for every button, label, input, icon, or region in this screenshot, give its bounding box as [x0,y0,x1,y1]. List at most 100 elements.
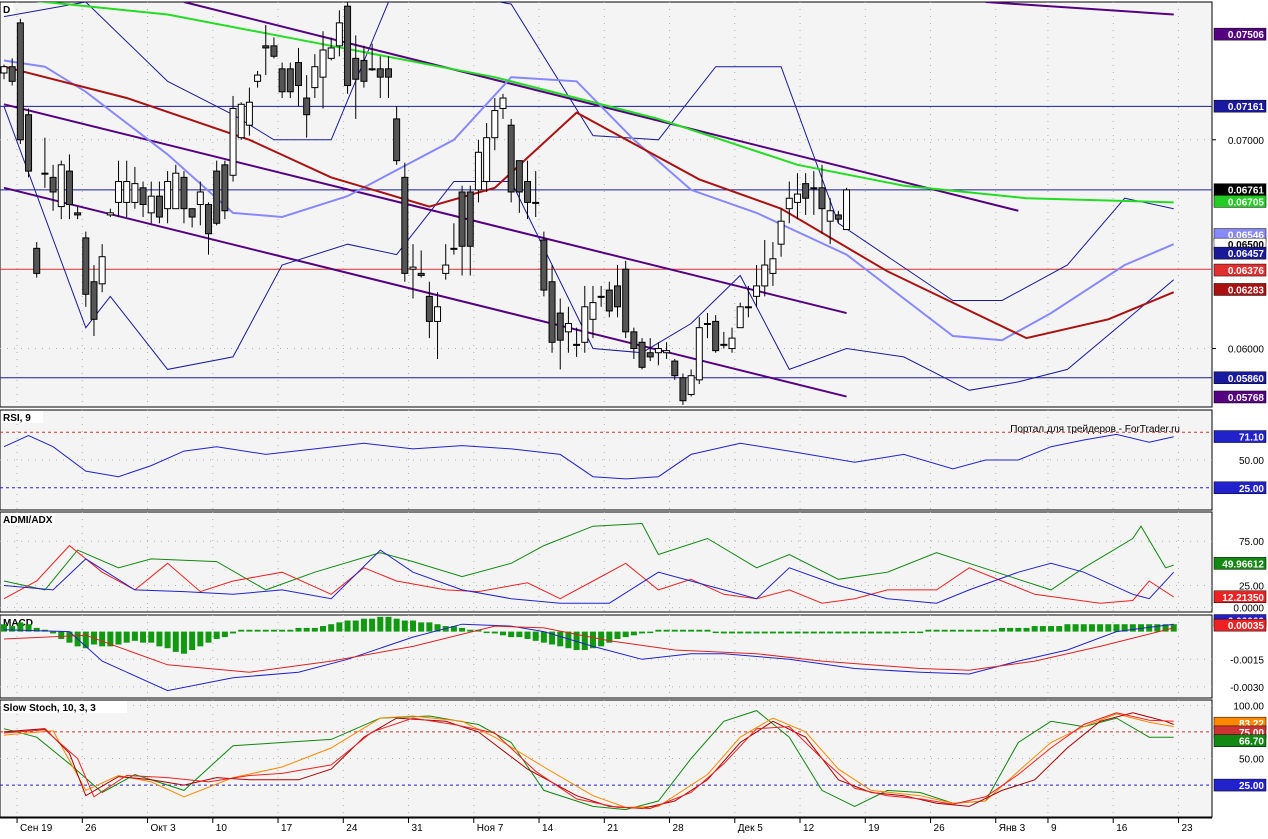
candle-body [164,181,172,210]
macd-histogram-bar [311,627,318,632]
macd-histogram-bar [1105,624,1112,632]
x-tick-label: Окт 3 [151,823,177,834]
macd-histogram-bar [843,631,850,634]
x-tick-label: 31 [412,823,424,834]
macd-histogram-bar [819,631,825,634]
x-tick-label: 26 [85,823,97,834]
candle-body [335,22,343,47]
macd-histogram-bar [230,631,237,634]
macd-histogram-bar [745,631,752,634]
price-badge-bg [1213,99,1267,113]
candle-body [221,164,229,212]
x-tick-label: Сен 19 [20,823,53,834]
candle-body [630,331,638,350]
macd-histogram-bar [295,627,302,632]
macd-histogram-bar [1170,624,1177,632]
macd-badge-bg [1213,618,1267,632]
pane-title-bg [1,701,127,713]
candle-body [679,377,687,402]
macd-histogram-bar [671,629,678,632]
candle-body [311,66,319,89]
candle-body [123,181,131,203]
stoch-badge: 75.00 [1239,728,1264,739]
candle-body [597,295,605,298]
candle-body [25,114,33,172]
macd-histogram-bar [25,624,32,632]
candle-body [638,341,646,368]
x-tick-label: Ноя 7 [477,823,504,834]
price-badge-bg [1213,195,1267,208]
macd-histogram-bar [459,627,466,632]
pane-title: ADMI/ADX [3,515,53,526]
adx-pane-content: 75.00 25.00 0.0000 49.96612 12.21350 [3,522,1267,615]
macd-histogram-bar [655,629,662,632]
candle-body [376,68,384,78]
macd-histogram-bar [1162,624,1169,632]
candle-body [491,110,499,139]
candle-body [564,322,572,333]
y-tick-label: 0.0000 [1233,604,1264,615]
price-badge-bg [1213,246,1267,260]
candle-body [41,172,49,175]
candle-body [671,360,679,377]
candle-body [695,327,703,381]
y-tick-label: 25.00 [1239,581,1264,592]
x-tick-label: 26 [934,823,946,834]
macd-histogram-bar [663,629,670,632]
macd-histogram-bar [786,631,793,634]
macd-histogram-bar [270,629,277,632]
macd-pane-group: MACD [0,614,1213,699]
candle-body [384,68,392,78]
stoch-badge: 25.00 [1239,781,1264,792]
price-badge: 0.06761 [1228,186,1265,197]
candle-body [254,74,262,82]
macd-histogram-bar [908,631,915,634]
macd-histogram-bar [131,631,138,641]
macd-histogram-bar [418,622,425,632]
macd-histogram-bar [581,631,588,651]
macd-histogram-bar [1088,624,1095,632]
macd-histogram-bar [827,631,834,634]
macd-histogram-bar [876,631,883,634]
macd-histogram-bar [50,631,57,634]
macd-histogram-bar [156,631,163,647]
candle-body [90,281,98,320]
main-pane-content: 0.07000 0.06000 0.07506 0.07161 0.067610.067… [0,2,1267,405]
macd-histogram-bar [58,631,65,639]
candle-body [98,256,106,285]
macd-histogram-bar [688,629,695,632]
macd-histogram-bar [565,631,572,649]
macd-histogram-bar [704,629,711,632]
macd-histogram-bar [328,624,335,632]
candle-body [581,306,589,343]
macd-histogram-bar [9,626,16,632]
macd-histogram-bar [868,631,875,634]
price-badge: 0.06546 [1228,231,1265,242]
price-badge-bg [1213,27,1267,41]
macd-histogram-bar [712,631,719,634]
macd-histogram-bar [925,629,932,632]
x-tick-label: 10 [216,823,228,834]
candle-body [614,285,621,308]
macd-histogram-bar [1023,627,1030,632]
candle-body [74,212,82,216]
candle-body [548,281,556,343]
price-badge: 0.05768 [1228,393,1265,404]
rsi-line [3,433,1174,480]
candle-body [131,183,139,203]
candle-body [728,337,736,350]
candle-body [196,191,204,206]
macd-histogram-bar [164,631,171,649]
macd-histogram-bar [320,626,327,632]
macd-histogram-bar [369,618,376,632]
candle-body [540,239,548,291]
macd-histogram-bar [958,629,965,632]
y-tick-label: -0.0030 [1230,683,1264,694]
watermark-text: Портал для трейдеров - ForTrader.ru [1010,424,1180,435]
macd-histogram-bar [1080,624,1087,632]
candle-body [401,176,409,274]
candle-body [573,343,581,346]
macd-histogram-bar [696,629,703,632]
